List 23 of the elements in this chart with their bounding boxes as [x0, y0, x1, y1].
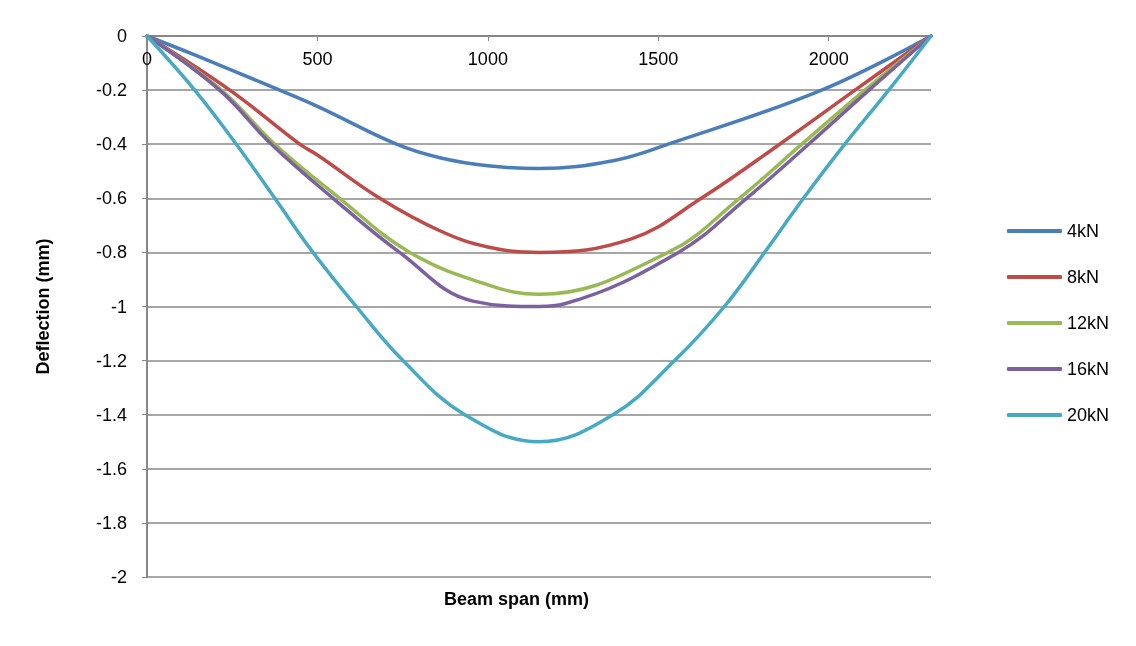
legend-label: 20kN: [1066, 405, 1110, 425]
x-tick-label: 500: [302, 49, 333, 69]
y-tick-label: -1.8: [95, 512, 127, 533]
y-tick-label: -0.8: [95, 242, 127, 263]
legend-label: 12kN: [1066, 313, 1110, 333]
legend-label: 4kN: [1066, 221, 1099, 241]
legend-label: 16kN: [1066, 359, 1110, 379]
y-tick-label: -1: [110, 296, 127, 317]
x-axis-title: Beam span (mm): [444, 589, 590, 609]
legend-label: 8kN: [1066, 267, 1099, 287]
y-tick-label: -0.2: [95, 80, 127, 101]
y-tick-label: -2: [110, 567, 127, 587]
y-tick-label: -1.6: [95, 458, 127, 479]
y-tick-label: -1.4: [95, 404, 127, 425]
x-tick-label: 1500: [638, 49, 679, 69]
x-tick-label: 0: [141, 49, 153, 69]
y-axis-title: Deflection (mm): [33, 238, 53, 375]
y-tick-label: 0: [116, 26, 127, 46]
y-tick-label: -0.4: [95, 134, 127, 155]
x-tick-label: 1000: [467, 49, 508, 69]
y-tick-label: -0.6: [95, 188, 127, 209]
y-tick-label: -1.2: [95, 350, 127, 371]
x-tick-label: 2000: [808, 49, 849, 69]
